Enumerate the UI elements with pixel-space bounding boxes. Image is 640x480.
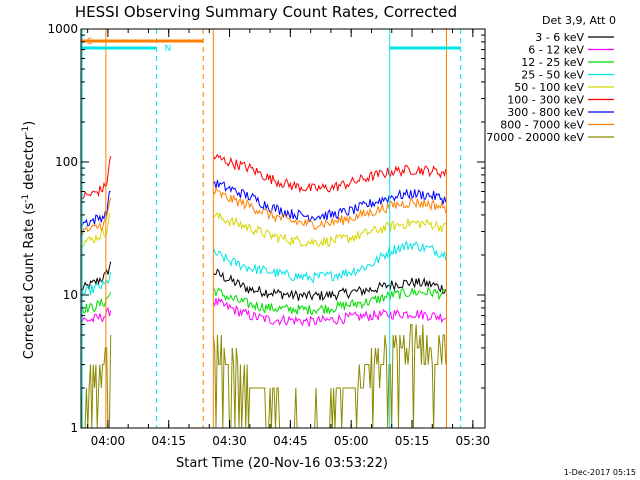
night-label: N bbox=[165, 44, 172, 54]
series-6-12-kev bbox=[80, 297, 447, 327]
series-trace bbox=[212, 286, 447, 316]
series-trace bbox=[212, 187, 447, 230]
series-50-100-kev bbox=[80, 211, 447, 248]
legend-label: 100 - 300 keV bbox=[507, 94, 584, 107]
y-axis-label-main: Corrected Count Rate (s bbox=[22, 203, 37, 360]
series-100-300-kev bbox=[80, 153, 447, 200]
x-tick-label: 05:00 bbox=[334, 434, 369, 448]
series-trace bbox=[212, 297, 447, 327]
legend-label: 50 - 100 keV bbox=[514, 81, 584, 94]
series-12-25-kev bbox=[81, 286, 447, 316]
y-tick-label: 1000 bbox=[47, 22, 78, 36]
legend-label: 25 - 50 keV bbox=[521, 69, 584, 82]
y-tick-label: 100 bbox=[55, 155, 78, 169]
legend-label: 800 - 7000 keV bbox=[500, 119, 584, 132]
x-tick-label: 04:30 bbox=[212, 434, 247, 448]
y-axis-label: Corrected Count Rate (s-1 detector-1) bbox=[21, 121, 37, 359]
legend-label: 3 - 6 keV bbox=[535, 31, 584, 44]
x-tick-label: 05:30 bbox=[456, 434, 491, 448]
footer-date: 1-Dec-2017 05:15 bbox=[564, 468, 636, 477]
legend-label: 6 - 12 keV bbox=[528, 44, 584, 57]
series-trace bbox=[212, 211, 447, 248]
legend-title: Det 3,9, Att 0 bbox=[542, 14, 616, 27]
y-axis-label-mid: detector bbox=[22, 134, 37, 194]
series-trace bbox=[212, 153, 447, 194]
y-axis-label-sup1: -1 bbox=[21, 194, 31, 203]
x-tick-label: 04:15 bbox=[151, 434, 186, 448]
series-trace bbox=[212, 324, 447, 429]
series-trace bbox=[212, 179, 447, 223]
legend-label: 300 - 800 keV bbox=[507, 106, 584, 119]
y-tick-label: 10 bbox=[63, 288, 78, 302]
series-300-800-kev bbox=[80, 179, 447, 227]
chart-title: HESSI Observing Summary Count Rates, Cor… bbox=[75, 3, 457, 21]
x-tick-label: 04:45 bbox=[273, 434, 308, 448]
plot-area: S N 1 10 100 1000 04:00 04:15 04:30 04:45 05:00 05:… bbox=[47, 22, 490, 448]
legend-label: 7000 - 20000 keV bbox=[486, 131, 584, 144]
legend-label: 12 - 25 keV bbox=[521, 56, 584, 69]
series-7000-20000-kev bbox=[80, 324, 447, 429]
series-trace bbox=[212, 268, 447, 302]
saa-label: S bbox=[87, 37, 93, 47]
y-tick-label: 1 bbox=[70, 421, 78, 435]
plot-frame bbox=[80, 28, 486, 429]
x-axis-label: Start Time (20-Nov-16 03:53:22) bbox=[176, 456, 388, 471]
y-axis-label-sup2: -1 bbox=[21, 126, 31, 135]
y-axis-label-end: ) bbox=[22, 121, 37, 126]
series-trace bbox=[212, 240, 447, 284]
x-tick-label: 04:00 bbox=[91, 434, 126, 448]
x-tick-label: 05:15 bbox=[395, 434, 430, 448]
series-25-50-kev bbox=[80, 240, 447, 299]
